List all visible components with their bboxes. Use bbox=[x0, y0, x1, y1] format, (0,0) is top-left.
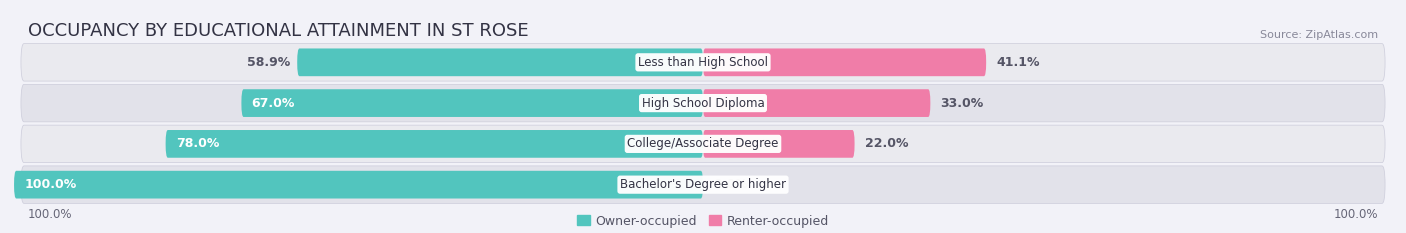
FancyBboxPatch shape bbox=[703, 89, 931, 117]
FancyBboxPatch shape bbox=[21, 125, 1385, 163]
Text: 58.9%: 58.9% bbox=[247, 56, 290, 69]
Text: Bachelor's Degree or higher: Bachelor's Degree or higher bbox=[620, 178, 786, 191]
FancyBboxPatch shape bbox=[242, 89, 703, 117]
Text: 0.0%: 0.0% bbox=[713, 178, 748, 191]
Text: 100.0%: 100.0% bbox=[28, 208, 72, 221]
FancyBboxPatch shape bbox=[703, 130, 855, 158]
Text: High School Diploma: High School Diploma bbox=[641, 97, 765, 110]
Text: 100.0%: 100.0% bbox=[1334, 208, 1378, 221]
Legend: Owner-occupied, Renter-occupied: Owner-occupied, Renter-occupied bbox=[578, 215, 828, 228]
Text: 22.0%: 22.0% bbox=[865, 137, 908, 150]
FancyBboxPatch shape bbox=[21, 84, 1385, 122]
Text: 78.0%: 78.0% bbox=[176, 137, 219, 150]
Text: College/Associate Degree: College/Associate Degree bbox=[627, 137, 779, 150]
FancyBboxPatch shape bbox=[166, 130, 703, 158]
Text: Less than High School: Less than High School bbox=[638, 56, 768, 69]
FancyBboxPatch shape bbox=[21, 44, 1385, 81]
FancyBboxPatch shape bbox=[297, 48, 703, 76]
Text: 67.0%: 67.0% bbox=[252, 97, 295, 110]
FancyBboxPatch shape bbox=[21, 166, 1385, 203]
Text: OCCUPANCY BY EDUCATIONAL ATTAINMENT IN ST ROSE: OCCUPANCY BY EDUCATIONAL ATTAINMENT IN S… bbox=[28, 22, 529, 40]
FancyBboxPatch shape bbox=[703, 48, 986, 76]
Text: 33.0%: 33.0% bbox=[941, 97, 984, 110]
FancyBboxPatch shape bbox=[14, 171, 703, 199]
Text: Source: ZipAtlas.com: Source: ZipAtlas.com bbox=[1260, 30, 1378, 40]
Text: 100.0%: 100.0% bbox=[24, 178, 77, 191]
Text: 41.1%: 41.1% bbox=[997, 56, 1040, 69]
